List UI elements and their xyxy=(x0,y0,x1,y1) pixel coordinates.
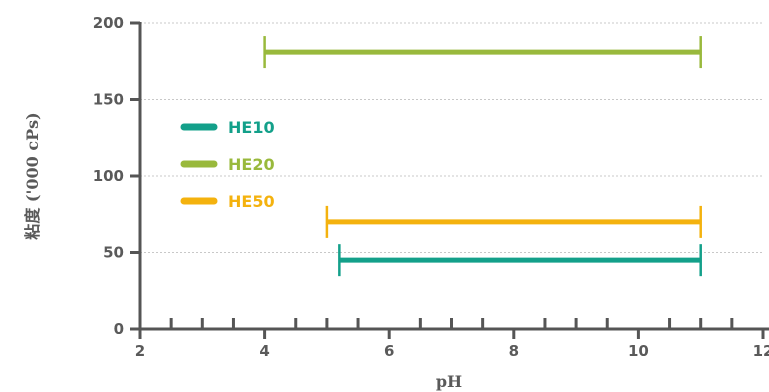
x-tick-label: 4 xyxy=(259,342,269,360)
y-tick-label: 50 xyxy=(103,244,124,262)
grid-lines xyxy=(140,22,763,253)
series-he20 xyxy=(263,36,702,69)
x-tick-label: 12 xyxy=(753,342,769,360)
legend-item: HE50 xyxy=(180,192,275,211)
x-tick-label: 6 xyxy=(384,342,394,360)
series-group xyxy=(263,36,702,277)
x-tick-label: 2 xyxy=(135,342,145,360)
legend-label: HE20 xyxy=(228,155,275,174)
legend: HE10 HE20 HE50 xyxy=(180,118,275,211)
x-tick-label: 10 xyxy=(628,342,649,360)
y-tick-label: 200 xyxy=(93,14,124,32)
y-axis-title: 粘度 ('000 cPs) xyxy=(23,112,42,239)
y-tick-label: 100 xyxy=(93,167,124,185)
legend-item: HE10 xyxy=(180,118,275,137)
x-tick-label: 8 xyxy=(509,342,519,360)
axes: 0 50 100 150 200 2 4 6 8 10 12 xyxy=(93,14,769,360)
legend-label: HE50 xyxy=(228,192,275,211)
y-tick-label: 150 xyxy=(93,91,124,109)
legend-label: HE10 xyxy=(228,118,275,137)
x-axis-title: pH xyxy=(436,372,462,391)
legend-item: HE20 xyxy=(180,155,275,174)
series-he10 xyxy=(338,244,702,277)
series-he50 xyxy=(325,205,702,238)
y-tick-label: 0 xyxy=(114,320,124,338)
